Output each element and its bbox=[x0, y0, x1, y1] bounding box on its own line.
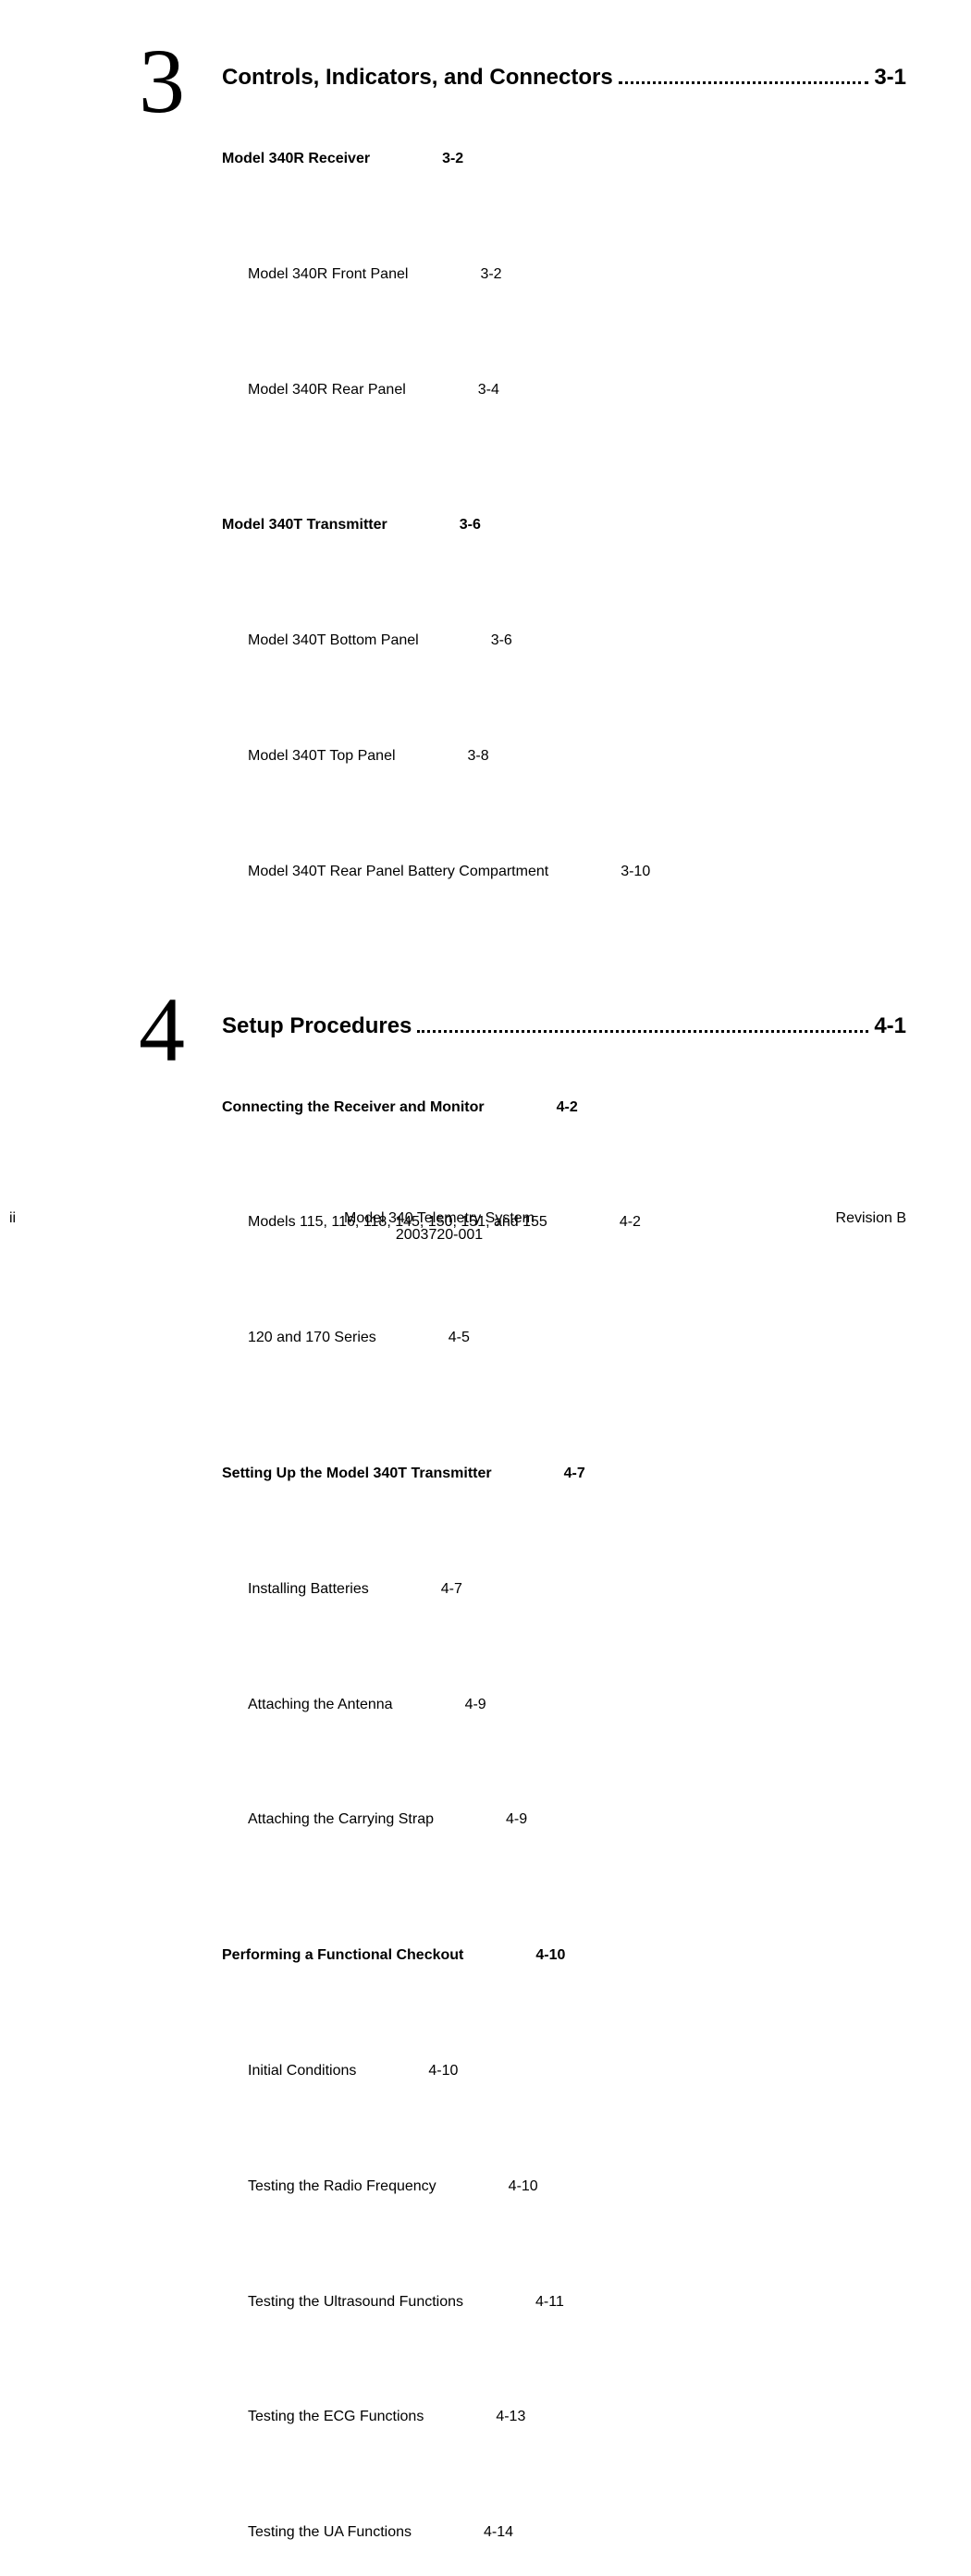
section-row: Model 340T Transmitter 3-6 bbox=[222, 477, 906, 593]
section-title: Model 340R Receiver bbox=[222, 148, 370, 171]
subentry-page-ref: 3-8 bbox=[403, 708, 906, 824]
footer-doc-id: 2003720-001 bbox=[83, 1227, 795, 1244]
section-page-ref: 4-7 bbox=[499, 1426, 906, 1541]
subentry-row: Testing the Radio Frequency 4-10 bbox=[222, 2139, 906, 2254]
section-row: Performing a Functional Checkout 4-10 bbox=[222, 1907, 906, 2023]
chapter-title: Controls, Indicators, and Connectors bbox=[222, 65, 613, 91]
subentry-page-ref: 3-4 bbox=[413, 342, 906, 458]
subentry-row: Testing the UA Functions 4-14 bbox=[222, 2484, 906, 2576]
footer-doc-title: Model 340 Telemetry System bbox=[83, 1210, 795, 1227]
subentry-title: Model 340T Top Panel bbox=[248, 745, 396, 768]
subentry-row: Model 340T Rear Panel Battery Compartmen… bbox=[222, 824, 906, 939]
chapter-title-row: Setup Procedures 4-1 bbox=[222, 986, 906, 1039]
subentry-page-ref: 4-11 bbox=[471, 2254, 906, 2370]
section-row: Model 340R Receiver 3-2 bbox=[222, 111, 906, 227]
leader-dots bbox=[619, 81, 869, 84]
chapter-number: 4 bbox=[139, 976, 185, 1083]
subentry-title: Testing the Radio Frequency bbox=[248, 2176, 436, 2199]
subentry-title: Model 340R Rear Panel bbox=[248, 379, 406, 402]
subentry-row: Model 340R Front Panel 3-2 bbox=[222, 227, 906, 342]
subentry-title: Testing the ECG Functions bbox=[248, 2406, 424, 2429]
section-title: Setting Up the Model 340T Transmitter bbox=[222, 1463, 492, 1486]
footer-center: Model 340 Telemetry System 2003720-001 bbox=[83, 1210, 795, 1244]
chapter-number: 3 bbox=[139, 28, 185, 134]
toc-section: Setting Up the Model 340T Transmitter 4-7… bbox=[222, 1426, 906, 1887]
subentry-page-ref: 3-10 bbox=[556, 824, 906, 939]
subentry-page-ref: 4-5 bbox=[384, 1290, 906, 1405]
section-title: Connecting the Receiver and Monitor bbox=[222, 1097, 485, 1120]
subentry-title: Attaching the Antenna bbox=[248, 1694, 393, 1717]
subentry-row: Model 340R Rear Panel 3-4 bbox=[222, 342, 906, 458]
subentry-row: Attaching the Carrying Strap 4-9 bbox=[222, 1772, 906, 1887]
subentry-title: Model 340R Front Panel bbox=[248, 264, 408, 287]
subentry-page-ref: 3-2 bbox=[415, 227, 906, 342]
section-page-ref: 3-6 bbox=[395, 477, 906, 593]
subentry-row: Model 340T Top Panel 3-8 bbox=[222, 708, 906, 824]
toc-section: Model 340T Transmitter3-6Model 340T Bott… bbox=[222, 477, 906, 938]
subentry-page-ref: 4-14 bbox=[419, 2484, 906, 2576]
subentry-title: Testing the UA Functions bbox=[248, 2521, 412, 2545]
subentry-page-ref: 4-9 bbox=[400, 1657, 906, 1773]
chapter-page-ref: 3-1 bbox=[874, 65, 906, 91]
footer-revision: Revision B bbox=[795, 1210, 906, 1227]
toc-page: 3 Controls, Indicators, and Connectors 3-1… bbox=[0, 0, 971, 1288]
subentry-page-ref: 4-9 bbox=[441, 1772, 906, 1887]
subentry-row: Attaching the Antenna 4-9 bbox=[222, 1657, 906, 1773]
section-row: Connecting the Receiver and Monitor 4-2 bbox=[222, 1060, 906, 1175]
subentry-page-ref: 3-6 bbox=[426, 593, 906, 708]
section-page-ref: 4-10 bbox=[471, 1907, 906, 2023]
subentry-title: Model 340T Rear Panel Battery Compartmen… bbox=[248, 861, 548, 884]
section-page-ref: 3-2 bbox=[377, 111, 906, 227]
section-page-ref: 4-2 bbox=[492, 1060, 906, 1175]
leader-dots bbox=[417, 1030, 868, 1033]
subentry-title: Testing the Ultrasound Functions bbox=[248, 2291, 463, 2314]
subentry-row: Initial Conditions 4-10 bbox=[222, 2023, 906, 2139]
subentry-row: Testing the Ultrasound Functions 4-11 bbox=[222, 2254, 906, 2370]
subentry-row: 120 and 170 Series 4-5 bbox=[222, 1290, 906, 1405]
chapter-page-ref: 4-1 bbox=[874, 1013, 906, 1039]
subentry-title: Installing Batteries bbox=[248, 1578, 369, 1601]
chapter-title: Setup Procedures bbox=[222, 1013, 412, 1039]
subentry-page-ref: 4-10 bbox=[444, 2139, 906, 2254]
section-row: Setting Up the Model 340T Transmitter 4-7 bbox=[222, 1426, 906, 1541]
subentry-title: Initial Conditions bbox=[248, 2060, 356, 2083]
subentry-row: Model 340T Bottom Panel 3-6 bbox=[222, 593, 906, 708]
chapter-block: 3Controls, Indicators, and Connectors3-1… bbox=[222, 37, 906, 939]
page-footer: ii Model 340 Telemetry System 2003720-00… bbox=[0, 1210, 971, 1244]
subentry-row: Installing Batteries 4-7 bbox=[222, 1541, 906, 1657]
footer-page-number: ii bbox=[9, 1210, 83, 1227]
subentry-title: Attaching the Carrying Strap bbox=[248, 1809, 434, 1832]
section-title: Model 340T Transmitter bbox=[222, 514, 387, 537]
subentry-row: Testing the ECG Functions 4-13 bbox=[222, 2369, 906, 2484]
toc-section: Performing a Functional Checkout4-10Init… bbox=[222, 1907, 906, 2576]
toc-body: 3Controls, Indicators, and Connectors3-1… bbox=[65, 37, 906, 2576]
subentry-page-ref: 4-13 bbox=[431, 2369, 906, 2484]
subentry-title: 120 and 170 Series bbox=[248, 1327, 376, 1350]
subentry-title: Model 340T Bottom Panel bbox=[248, 630, 419, 653]
subentry-page-ref: 4-7 bbox=[376, 1541, 906, 1657]
toc-section: Model 340R Receiver3-2Model 340R Front P… bbox=[222, 111, 906, 457]
section-title: Performing a Functional Checkout bbox=[222, 1944, 463, 1968]
chapter-title-row: Controls, Indicators, and Connectors 3-1 bbox=[222, 37, 906, 91]
subentry-page-ref: 4-10 bbox=[363, 2023, 906, 2139]
